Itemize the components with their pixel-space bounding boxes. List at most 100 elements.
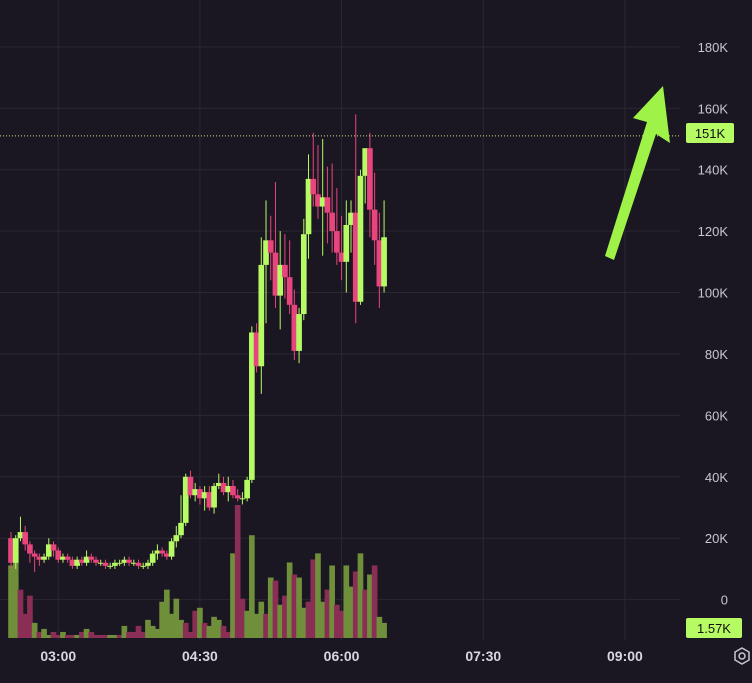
last-price-tag: 151K (686, 123, 734, 143)
volume-bar (211, 616, 217, 638)
candle (83, 550, 90, 566)
candle (244, 476, 250, 502)
candle (192, 482, 199, 502)
candle-body (164, 553, 170, 557)
volume-bar (31, 622, 38, 638)
candle (334, 188, 340, 265)
candle-body (182, 476, 189, 523)
candle (305, 154, 312, 259)
candle-body (107, 565, 114, 567)
candle (329, 163, 335, 253)
candle-body (352, 212, 359, 302)
candle-body (79, 559, 85, 563)
volume-bar (244, 610, 250, 638)
candle-body (50, 544, 57, 551)
volume-bar (64, 634, 71, 638)
candle-body (282, 264, 288, 278)
volume-bar (267, 577, 274, 638)
time-tick-label: 04:30 (182, 648, 218, 664)
candle (286, 240, 293, 315)
candle-body (135, 562, 142, 566)
volume-bar (79, 631, 85, 638)
volume-bar (362, 589, 369, 638)
candle (45, 538, 52, 560)
last-price-label: 151K (695, 126, 726, 141)
volume-bar (140, 631, 147, 638)
time-tick-label: 03:00 (40, 648, 76, 664)
candle (187, 470, 194, 499)
candle-body (93, 559, 99, 563)
candle-body (272, 252, 279, 296)
price-tick-label: 60K (705, 408, 728, 423)
candle-body (334, 231, 340, 253)
price-tick-label: 20K (705, 531, 728, 546)
volume-tag: 1.57K (686, 618, 742, 638)
candle (348, 200, 354, 253)
candle (168, 538, 175, 560)
candle (239, 492, 246, 505)
candle-body (192, 489, 199, 496)
price-tick-label: 180K (698, 40, 729, 55)
volume-bar (192, 610, 199, 638)
volume-bar (187, 631, 194, 638)
candle-body (154, 550, 161, 554)
candle (22, 525, 29, 551)
candle (69, 556, 76, 569)
volume-bar (310, 559, 317, 638)
candle-body (367, 148, 373, 210)
volume-bar (305, 601, 312, 638)
candle (201, 486, 208, 511)
candle (253, 323, 260, 373)
volume-bar (50, 631, 57, 638)
price-tick-label: 80K (705, 347, 728, 362)
price-tick-label: 100K (698, 286, 729, 301)
candle (249, 326, 255, 483)
volume-bar (8, 565, 14, 638)
price-tick-label: 0 (721, 593, 728, 608)
candle-body (234, 495, 241, 499)
volume-bar (338, 610, 345, 638)
candle-body (338, 252, 345, 262)
candle (74, 556, 80, 569)
candle (338, 215, 345, 281)
price-axis[interactable]: 180K 160K 140K 120K 100K 80K 60K 40K 20K 0 (698, 40, 729, 608)
candle-body (97, 562, 104, 564)
candle-body (220, 482, 227, 493)
candle-body (69, 559, 76, 566)
time-tick-label: 06:00 (324, 648, 360, 664)
time-tick-label: 07:30 (465, 648, 501, 664)
settings-gear-icon[interactable] (734, 647, 750, 665)
volume-bar (282, 595, 288, 638)
candle (272, 181, 279, 308)
volume-bar (74, 634, 80, 638)
candle-body (291, 304, 298, 351)
candle-body (286, 277, 293, 305)
volume-bar (36, 631, 43, 638)
candle (300, 218, 307, 321)
volume-bar (249, 535, 255, 638)
volume-bar (324, 589, 331, 638)
time-tick-label: 09:00 (607, 648, 643, 664)
candle (220, 476, 227, 496)
candle-body (74, 559, 80, 566)
volume-bar (376, 616, 383, 638)
candle-body (371, 209, 378, 241)
candle-body (348, 212, 354, 225)
candle (79, 556, 85, 566)
volume-bar (97, 634, 104, 638)
volume-bar (286, 562, 293, 638)
time-axis[interactable]: 03:00 04:30 06:00 07:30 09:00 (40, 648, 643, 664)
candle-body (145, 562, 151, 566)
volume-bar (178, 619, 184, 638)
volume-bar (145, 619, 151, 638)
candle-body (22, 532, 29, 545)
volume-bar (154, 628, 161, 638)
volume-bar (277, 604, 284, 638)
candle (225, 476, 232, 502)
candle-body (12, 538, 19, 563)
candle (97, 559, 104, 566)
candle (178, 495, 184, 539)
volume-bar (112, 634, 118, 638)
